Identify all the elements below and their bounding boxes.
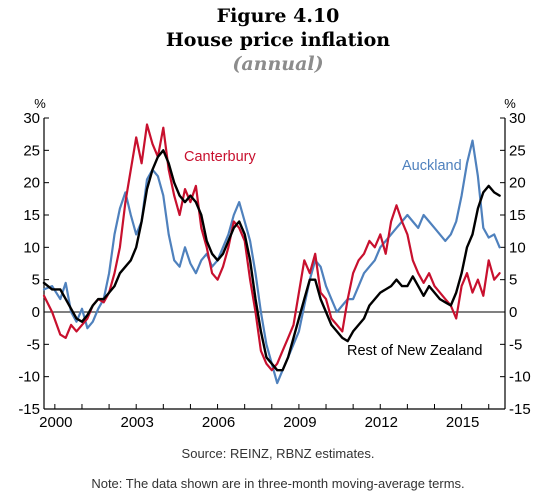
y-tick-label-left: 15 <box>23 207 40 224</box>
series-line-rest-of-new-zealand <box>42 149 501 372</box>
label-rest-of-nz: Rest of New Zealand <box>347 343 482 359</box>
chart-title-block: Figure 4.10 House price inflation (annua… <box>0 4 556 76</box>
y-tick-label-left: 30 <box>23 110 40 127</box>
y-tick-label-right: 20 <box>509 175 526 192</box>
y-tick-label-left: 0 <box>32 304 40 321</box>
y-tick-label-left: 5 <box>32 272 40 289</box>
y-unit-right: % <box>504 96 516 111</box>
x-tick-label: 2009 <box>283 414 316 431</box>
y-tick-label-right: 25 <box>509 142 526 159</box>
x-tick-label: 2003 <box>121 414 154 431</box>
axes: -15 -15 -10 -10 -5 -5 0 0 5 5 10 10 15 15 20 20 25 25 30 30… <box>18 110 530 431</box>
chart-subtitle: (annual) <box>232 53 324 75</box>
footnote: Note: The data shown are in three-month … <box>91 476 465 491</box>
x-tick-label: 2015 <box>446 414 479 431</box>
x-tick-label: 2006 <box>202 414 235 431</box>
y-tick-label-right: -5 <box>509 336 522 353</box>
y-tick-label-left: 10 <box>23 239 40 256</box>
x-tick-label: 2000 <box>39 414 72 431</box>
y-unit-left: % <box>34 96 46 111</box>
y-tick-label-right: 5 <box>509 272 517 289</box>
figure-number: Figure 4.10 <box>216 5 340 27</box>
y-tick-label-right: 30 <box>509 110 526 127</box>
label-canterbury: Canterbury <box>184 149 256 165</box>
label-auckland: Auckland <box>402 158 462 174</box>
series-lines <box>42 123 501 385</box>
y-tick-label-left: 20 <box>23 175 40 192</box>
y-tick-label-left: -5 <box>27 336 40 353</box>
series-line-auckland <box>42 139 501 385</box>
y-tick-label-right: 10 <box>509 239 526 256</box>
y-tick-label-right: 0 <box>509 304 517 321</box>
y-tick-label-right: -10 <box>509 369 531 386</box>
x-tick-label: 2012 <box>365 414 398 431</box>
y-tick-label-right: 15 <box>509 207 526 224</box>
series-labels: Canterbury Auckland Rest of New Zealand <box>184 149 482 359</box>
y-tick-label-left: -10 <box>18 369 40 386</box>
y-tick-label-left: 25 <box>23 142 40 159</box>
source-note: Source: REINZ, RBNZ estimates. <box>181 446 375 461</box>
chart-title: House price inflation <box>165 29 391 51</box>
y-tick-label-right: -15 <box>509 401 531 418</box>
y-tick-label-left: -15 <box>18 401 40 418</box>
